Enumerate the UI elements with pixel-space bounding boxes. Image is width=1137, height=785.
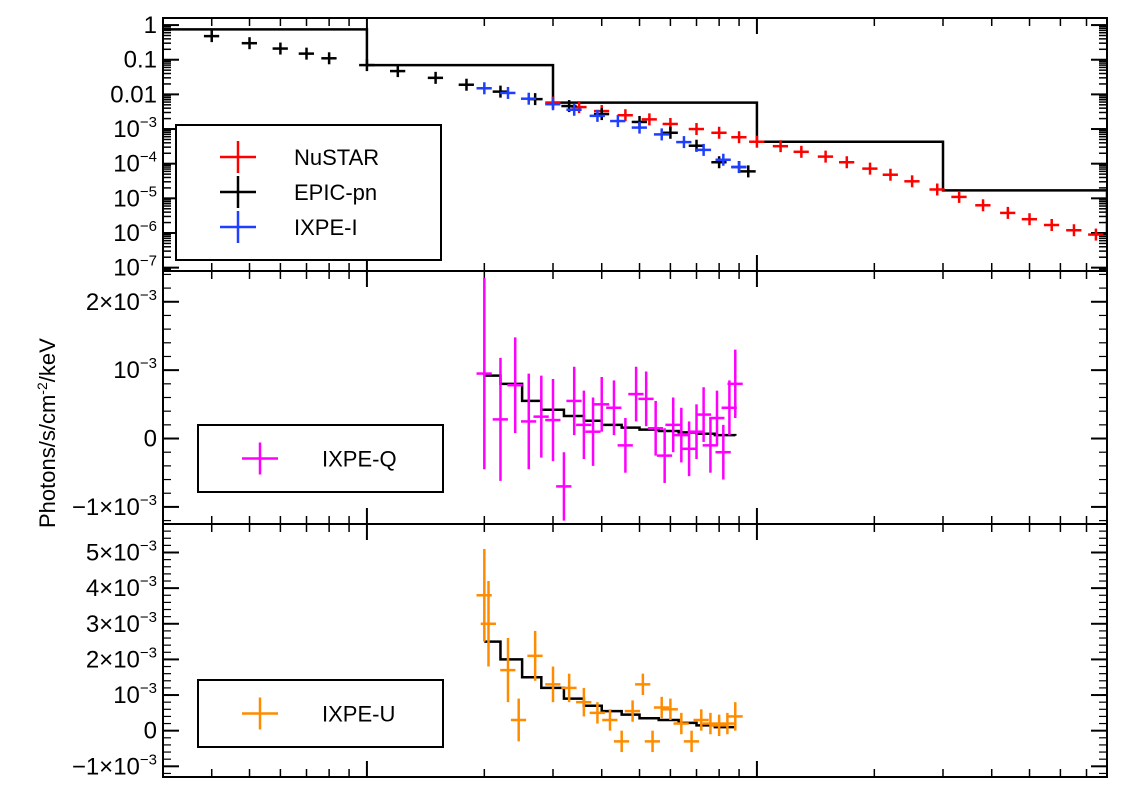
data-area xyxy=(163,28,1107,241)
y-tick-label: 10−3 xyxy=(113,355,157,384)
y-tick-label: 10−7 xyxy=(113,253,157,282)
legend-label: IXPE-Q xyxy=(322,447,397,472)
y-tick-label: −1×10−3 xyxy=(72,492,157,521)
legend-box xyxy=(197,679,444,748)
legend: IXPE-U xyxy=(197,679,444,748)
data-area xyxy=(476,277,743,521)
legend: IXPE-Q xyxy=(197,424,444,493)
y-tick-label: 5×10−3 xyxy=(86,538,157,567)
y-tick-label: 0.1 xyxy=(124,47,157,74)
model-line xyxy=(484,640,737,729)
y-tick-label: 0 xyxy=(144,426,157,453)
legend-label: IXPE-I xyxy=(294,215,358,240)
y-axis-label: Photons/s/cm-2/keV xyxy=(34,338,60,528)
legend-label: NuSTAR xyxy=(294,145,379,170)
panel-spectrum: 1 0.1 0.01 10−3 10−4 10−5 10−6 10−7 NuSTAR EPIC-p… xyxy=(110,12,1108,282)
y-tick-label: 0 xyxy=(144,718,157,745)
panel-stokes-u: 5×10−3 4×10−3 3×10−3 2×10−3 10−3 0 −1×10−3 IXPE… xyxy=(72,523,1108,780)
panel-frame xyxy=(162,523,1108,778)
series-ixpe-u xyxy=(476,548,743,753)
y-tick-label: −1×10−3 xyxy=(72,751,157,780)
data-area xyxy=(476,548,743,753)
y-tick-label: 2×10−3 xyxy=(86,644,157,673)
y-tick-label: 3×10−3 xyxy=(86,609,157,638)
y-tick-label: 10−3 xyxy=(113,680,157,709)
series-ixpe-i xyxy=(476,82,747,174)
series-ixpe-q xyxy=(476,277,743,521)
y-tick-label: 0.01 xyxy=(110,81,157,108)
y-tick-label: 10−5 xyxy=(113,183,157,212)
legend-label: EPIC-pn xyxy=(294,180,377,205)
legend-box xyxy=(197,424,444,493)
model-line xyxy=(163,28,1107,235)
y-tick-label: 10−6 xyxy=(113,218,157,247)
y-tick-label: 4×10−3 xyxy=(86,573,157,602)
y-tick-label: 10−4 xyxy=(113,149,157,178)
y-tick-label: 2×10−3 xyxy=(86,287,157,316)
series-nustar xyxy=(545,96,1104,241)
panels-group: 1 0.1 0.01 10−3 10−4 10−5 10−6 10−7 NuSTAR EPIC-p… xyxy=(72,12,1108,780)
panel-stokes-q: 2×10−3 10−3 0 −1×10−3 IXPE-Q xyxy=(72,270,1108,525)
legend: NuSTAR EPIC-pn IXPE-I xyxy=(175,124,442,261)
legend-label: IXPE-U xyxy=(322,702,395,727)
y-tick-label: 10−3 xyxy=(113,114,157,143)
y-tick-label: 1 xyxy=(144,12,157,39)
